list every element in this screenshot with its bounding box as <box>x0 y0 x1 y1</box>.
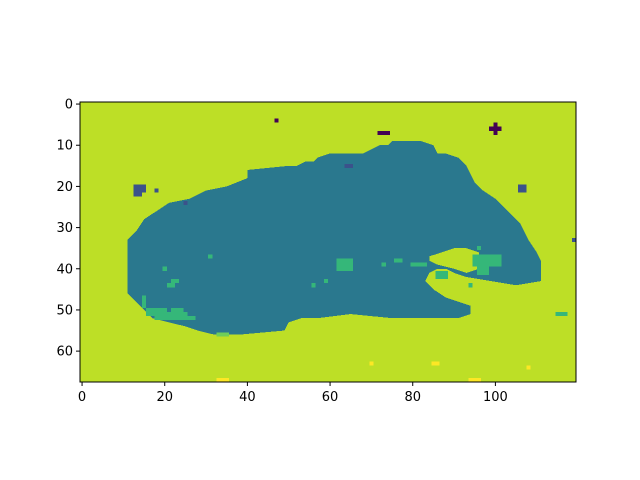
x-tick-label: 20 <box>156 390 173 405</box>
y-tick-label: 30 <box>56 221 73 236</box>
pixel-speck <box>154 312 188 321</box>
pixel-speck <box>216 377 229 382</box>
pixel-speck <box>133 192 142 197</box>
pixel-speck <box>571 237 576 242</box>
pixel-speck <box>377 130 390 135</box>
x-axis: 0 20 40 60 80 100 <box>78 382 508 405</box>
pixel-speck <box>435 270 448 280</box>
pixel-speck <box>133 184 147 193</box>
x-tick-label: 100 <box>483 390 508 405</box>
pixel-speck <box>142 295 147 308</box>
pixel-speck <box>394 258 403 263</box>
pixel-speck <box>518 184 527 193</box>
pixel-speck <box>472 254 502 267</box>
pixel-speck <box>468 377 481 382</box>
specks-layer <box>133 118 576 382</box>
y-tick-label: 40 <box>56 262 73 277</box>
region-blob <box>127 141 541 335</box>
y-tick-label: 0 <box>65 98 73 113</box>
pixel-speck <box>323 279 328 284</box>
x-tick-label: 40 <box>239 390 256 405</box>
image-layer <box>80 102 576 382</box>
x-tick-label: 80 <box>404 390 421 405</box>
plot-frame <box>79 101 577 383</box>
pixel-speck <box>410 262 428 267</box>
pixel-speck <box>555 312 568 317</box>
pixel-speck <box>162 266 167 271</box>
pixel-speck <box>369 361 374 366</box>
pixel-speck <box>311 283 316 288</box>
pixel-speck <box>381 262 386 267</box>
pixel-speck <box>274 118 279 123</box>
y-tick-label: 60 <box>56 345 73 360</box>
pixel-speck <box>344 163 353 168</box>
pixel-speck <box>170 307 184 312</box>
pixel-speck <box>187 316 196 321</box>
y-tick-label: 50 <box>56 303 73 318</box>
y-tick-label: 10 <box>56 139 73 154</box>
pixel-speck <box>336 258 353 271</box>
y-tick-label: 20 <box>56 180 73 195</box>
pixel-speck <box>476 246 481 251</box>
pixel-speck <box>476 266 490 275</box>
pixel-speck <box>216 332 229 337</box>
pixel-speck <box>154 188 159 193</box>
x-tick-label: 60 <box>322 390 339 405</box>
pixel-speck <box>170 279 180 284</box>
x-tick-label: 0 <box>78 390 86 405</box>
region-notch <box>429 248 479 273</box>
pixel-speck <box>166 283 176 288</box>
pixel-speck <box>526 365 531 370</box>
pixel-speck <box>208 254 213 259</box>
pixel-speck <box>183 200 188 205</box>
y-axis: 0 10 20 30 40 50 60 <box>56 98 80 360</box>
pixel-speck <box>468 283 473 288</box>
pixel-speck <box>431 361 440 366</box>
pixel-speck <box>493 122 498 135</box>
